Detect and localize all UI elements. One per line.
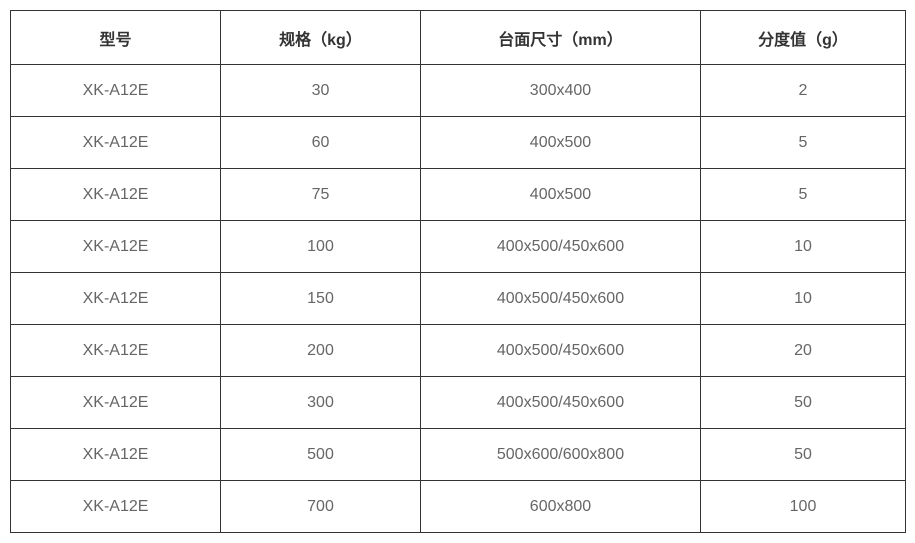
cell-model: XK-A12E	[11, 169, 221, 221]
cell-division: 100	[701, 481, 906, 533]
cell-model: XK-A12E	[11, 377, 221, 429]
cell-model: XK-A12E	[11, 273, 221, 325]
table-row: XK-A12E 300 400x500/450x600 50	[11, 377, 906, 429]
table-row: XK-A12E 75 400x500 5	[11, 169, 906, 221]
spec-table: 型号 规格（kg） 台面尺寸（mm） 分度值（g） XK-A12E 30 300…	[10, 10, 906, 533]
cell-size: 400x500/450x600	[421, 273, 701, 325]
table-row: XK-A12E 150 400x500/450x600 10	[11, 273, 906, 325]
cell-division: 10	[701, 273, 906, 325]
cell-spec: 300	[221, 377, 421, 429]
cell-size: 400x500	[421, 169, 701, 221]
cell-spec: 200	[221, 325, 421, 377]
cell-division: 10	[701, 221, 906, 273]
cell-model: XK-A12E	[11, 221, 221, 273]
table-body: XK-A12E 30 300x400 2 XK-A12E 60 400x500 …	[11, 65, 906, 533]
cell-size: 400x500	[421, 117, 701, 169]
cell-spec: 100	[221, 221, 421, 273]
cell-model: XK-A12E	[11, 117, 221, 169]
cell-spec: 30	[221, 65, 421, 117]
cell-spec: 500	[221, 429, 421, 481]
table-row: XK-A12E 30 300x400 2	[11, 65, 906, 117]
cell-size: 500x600/600x800	[421, 429, 701, 481]
col-header-size: 台面尺寸（mm）	[421, 11, 701, 65]
cell-division: 50	[701, 377, 906, 429]
cell-division: 5	[701, 117, 906, 169]
cell-size: 400x500/450x600	[421, 325, 701, 377]
table-row: XK-A12E 500 500x600/600x800 50	[11, 429, 906, 481]
cell-model: XK-A12E	[11, 65, 221, 117]
table-row: XK-A12E 200 400x500/450x600 20	[11, 325, 906, 377]
cell-model: XK-A12E	[11, 429, 221, 481]
table-row: XK-A12E 700 600x800 100	[11, 481, 906, 533]
cell-spec: 150	[221, 273, 421, 325]
cell-size: 400x500/450x600	[421, 221, 701, 273]
cell-division: 2	[701, 65, 906, 117]
cell-size: 400x500/450x600	[421, 377, 701, 429]
cell-size: 300x400	[421, 65, 701, 117]
cell-spec: 60	[221, 117, 421, 169]
col-header-spec: 规格（kg）	[221, 11, 421, 65]
col-header-division: 分度值（g）	[701, 11, 906, 65]
table-header: 型号 规格（kg） 台面尺寸（mm） 分度值（g）	[11, 11, 906, 65]
col-header-model: 型号	[11, 11, 221, 65]
table-row: XK-A12E 60 400x500 5	[11, 117, 906, 169]
table-header-row: 型号 规格（kg） 台面尺寸（mm） 分度值（g）	[11, 11, 906, 65]
cell-division: 50	[701, 429, 906, 481]
table-row: XK-A12E 100 400x500/450x600 10	[11, 221, 906, 273]
cell-division: 5	[701, 169, 906, 221]
cell-size: 600x800	[421, 481, 701, 533]
cell-division: 20	[701, 325, 906, 377]
cell-model: XK-A12E	[11, 481, 221, 533]
cell-spec: 700	[221, 481, 421, 533]
cell-model: XK-A12E	[11, 325, 221, 377]
cell-spec: 75	[221, 169, 421, 221]
